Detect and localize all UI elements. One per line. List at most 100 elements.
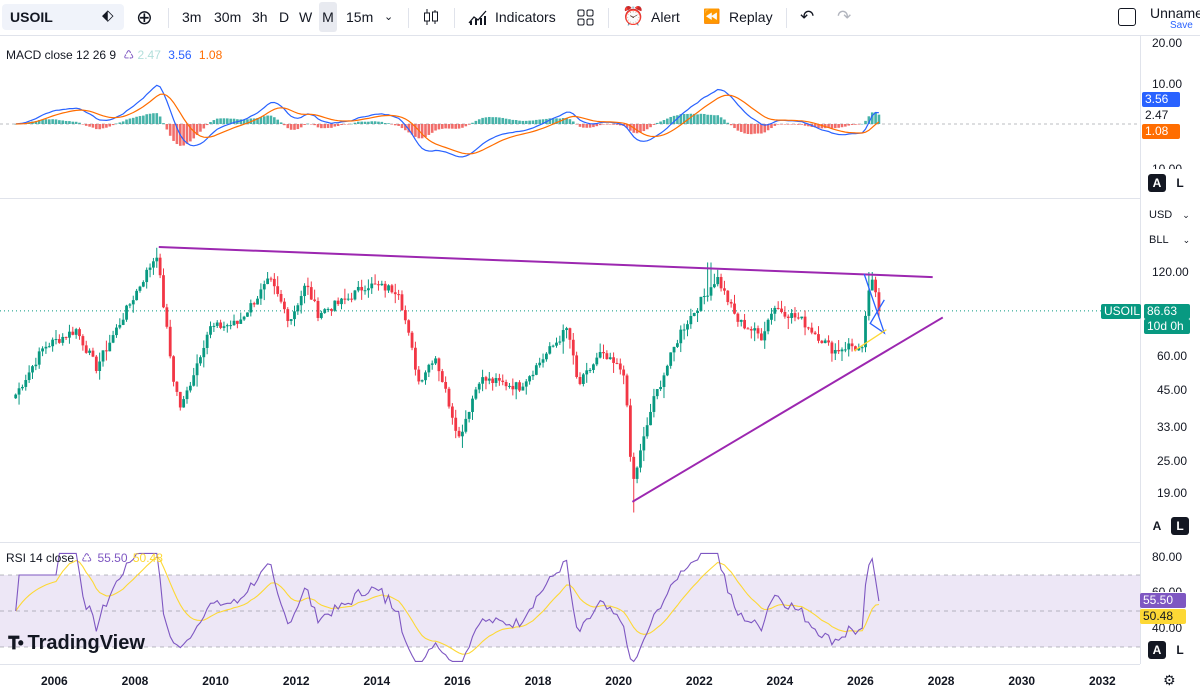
add-compare-icon[interactable]: ⊕ bbox=[136, 5, 153, 29]
pane-separator[interactable] bbox=[0, 198, 1140, 199]
macd-histogram-bar bbox=[807, 124, 810, 127]
undo-icon[interactable]: ↶ bbox=[800, 7, 815, 27]
layout-name[interactable]: Unname bbox=[1150, 5, 1200, 21]
macd-histogram-bar bbox=[303, 124, 306, 125]
interval-d[interactable]: D bbox=[279, 9, 290, 25]
macd-histogram-bar bbox=[128, 118, 132, 124]
interval-w[interactable]: W bbox=[299, 9, 313, 25]
candle-body bbox=[299, 296, 303, 306]
macd-histogram-bar bbox=[461, 124, 464, 128]
alert-icon: ⏰ bbox=[622, 6, 645, 27]
macd-histogram-bar bbox=[555, 118, 558, 124]
rsi-legend: RSI 14 close ♺ 55.50 50.48 bbox=[6, 551, 163, 565]
macd-histogram-bar bbox=[756, 124, 760, 134]
macd-histogram-bar bbox=[585, 124, 589, 128]
alert-button[interactable]: Alert bbox=[651, 9, 680, 25]
macd-scale-label: 20.00 bbox=[1152, 36, 1183, 50]
candle-body bbox=[152, 261, 155, 268]
macd-histogram-bar bbox=[739, 124, 743, 132]
candle-body bbox=[753, 328, 757, 331]
macd-legend-title: MACD close 12 26 9 bbox=[6, 48, 117, 62]
interval-15m[interactable]: 15m bbox=[346, 9, 374, 25]
macd-histogram-bar bbox=[454, 124, 458, 129]
pane-separator[interactable] bbox=[0, 542, 1140, 543]
rsi-scale-label: 40.00 bbox=[1152, 621, 1183, 635]
candle-body bbox=[739, 319, 743, 322]
unit-selector[interactable]: BLL ⌄ bbox=[1149, 234, 1190, 246]
chart-canvas[interactable] bbox=[0, 36, 1140, 696]
macd-histogram-bar bbox=[309, 124, 313, 125]
candle-body bbox=[185, 390, 189, 400]
macd-histogram-bar bbox=[793, 124, 797, 125]
macd-histogram-bar bbox=[326, 124, 330, 128]
candles-type-icon[interactable] bbox=[422, 8, 440, 26]
macd-auto-scale-button[interactable]: A bbox=[1148, 174, 1166, 192]
macd-histogram-bar bbox=[202, 124, 206, 129]
indicators-button[interactable]: Indicators bbox=[495, 9, 556, 25]
macd-histogram-bar bbox=[753, 124, 756, 134]
candle-body bbox=[568, 328, 572, 340]
candle-body bbox=[172, 356, 175, 382]
macd-histogram-bar bbox=[61, 120, 65, 124]
candle-body bbox=[746, 328, 750, 330]
macd-histogram-bar bbox=[172, 124, 175, 141]
interval-dropdown-icon[interactable]: ⌄ bbox=[384, 10, 394, 23]
macd-histogram-bar bbox=[840, 124, 844, 128]
candle-body bbox=[457, 430, 461, 437]
macd-scale-label: 10.00 bbox=[1152, 77, 1183, 91]
interval-3m[interactable]: 3m bbox=[182, 9, 202, 25]
save-button[interactable]: Save bbox=[1170, 20, 1193, 31]
candle-body bbox=[41, 348, 44, 352]
macd-histogram-bar bbox=[81, 124, 85, 125]
candle-body bbox=[854, 346, 857, 351]
macd-histogram-bar bbox=[189, 124, 192, 142]
interval-3h[interactable]: 3h bbox=[252, 9, 268, 25]
rsi-scale-label: 80.00 bbox=[1152, 550, 1183, 564]
candle-body bbox=[857, 348, 861, 351]
candle-body bbox=[178, 391, 182, 408]
symbol-search-button[interactable]: USOIL ⬖ bbox=[2, 4, 124, 30]
candle-body bbox=[403, 310, 407, 321]
candle-body bbox=[833, 350, 837, 354]
rsi-log-scale-button[interactable]: L bbox=[1176, 643, 1184, 657]
candle-body bbox=[719, 277, 723, 289]
candle-body bbox=[424, 372, 427, 381]
macd-histogram-bar bbox=[733, 124, 736, 129]
bar-countdown-tag: 10d 0h bbox=[1144, 319, 1190, 334]
settings-icon[interactable]: ♺ bbox=[123, 48, 135, 62]
currency-selector[interactable]: USD ⌄ bbox=[1149, 209, 1190, 221]
macd-pane bbox=[0, 84, 1140, 158]
macd-histogram-bar bbox=[293, 124, 296, 130]
macd-histogram-bar bbox=[437, 124, 441, 130]
macd-histogram-bar bbox=[131, 117, 135, 124]
candle-body bbox=[57, 339, 61, 343]
candle-body bbox=[209, 326, 212, 335]
rsi-auto-scale-button[interactable]: A bbox=[1148, 641, 1166, 659]
price-auto-scale-button[interactable]: A bbox=[1152, 519, 1162, 533]
macd-histogram-bar bbox=[353, 122, 357, 124]
chart-settings-icon[interactable]: ⚙ bbox=[1163, 673, 1176, 689]
price-log-scale-button[interactable]: L bbox=[1171, 517, 1189, 535]
macd-histogram-bar bbox=[870, 112, 874, 124]
macd-histogram-bar bbox=[780, 124, 783, 125]
candle-body bbox=[867, 290, 871, 316]
macd-log-scale-button[interactable]: L bbox=[1176, 176, 1184, 190]
replay-button[interactable]: Replay bbox=[729, 9, 773, 25]
interval-m-active[interactable]: M bbox=[319, 2, 337, 32]
macd-histogram-bar bbox=[330, 124, 333, 128]
symbol-label: USOIL bbox=[10, 9, 53, 25]
macd-histogram-bar bbox=[864, 120, 867, 124]
settings-icon[interactable]: ♺ bbox=[81, 551, 93, 565]
layout-checkbox[interactable] bbox=[1118, 8, 1136, 26]
templates-icon[interactable] bbox=[577, 9, 595, 27]
redo-icon[interactable]: ↷ bbox=[837, 7, 852, 27]
macd-signal-line bbox=[15, 93, 880, 155]
macd-histogram-bar bbox=[145, 114, 148, 124]
macd-histogram-bar bbox=[299, 124, 303, 128]
candle-body bbox=[195, 363, 199, 376]
candle-body bbox=[450, 406, 454, 418]
macd-histogram-bar bbox=[135, 116, 138, 124]
macd-histogram-bar bbox=[54, 119, 58, 124]
interval-30m[interactable]: 30m bbox=[214, 9, 242, 25]
macd-histogram-bar bbox=[162, 123, 165, 124]
